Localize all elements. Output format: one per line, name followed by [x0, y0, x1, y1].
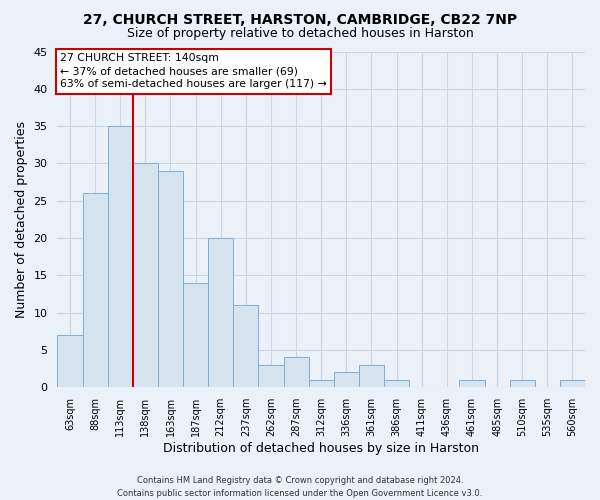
- Bar: [509, 380, 535, 388]
- Bar: [460, 380, 485, 388]
- Text: 27, CHURCH STREET, HARSTON, CAMBRIDGE, CB22 7NP: 27, CHURCH STREET, HARSTON, CAMBRIDGE, C…: [83, 12, 517, 26]
- Bar: [183, 283, 208, 388]
- Text: Contains HM Land Registry data © Crown copyright and database right 2024.
Contai: Contains HM Land Registry data © Crown c…: [118, 476, 482, 498]
- Bar: [58, 335, 83, 388]
- Bar: [233, 306, 259, 388]
- Bar: [83, 194, 107, 388]
- Bar: [308, 380, 334, 388]
- Bar: [208, 238, 233, 388]
- Bar: [560, 380, 585, 388]
- Bar: [107, 126, 133, 388]
- Bar: [334, 372, 359, 388]
- Bar: [158, 171, 183, 388]
- Text: Size of property relative to detached houses in Harston: Size of property relative to detached ho…: [127, 28, 473, 40]
- Text: 27 CHURCH STREET: 140sqm
← 37% of detached houses are smaller (69)
63% of semi-d: 27 CHURCH STREET: 140sqm ← 37% of detach…: [60, 53, 326, 90]
- Bar: [284, 358, 308, 388]
- Y-axis label: Number of detached properties: Number of detached properties: [15, 121, 28, 318]
- Bar: [384, 380, 409, 388]
- X-axis label: Distribution of detached houses by size in Harston: Distribution of detached houses by size …: [163, 442, 479, 455]
- Bar: [359, 365, 384, 388]
- Bar: [259, 365, 284, 388]
- Bar: [133, 164, 158, 388]
